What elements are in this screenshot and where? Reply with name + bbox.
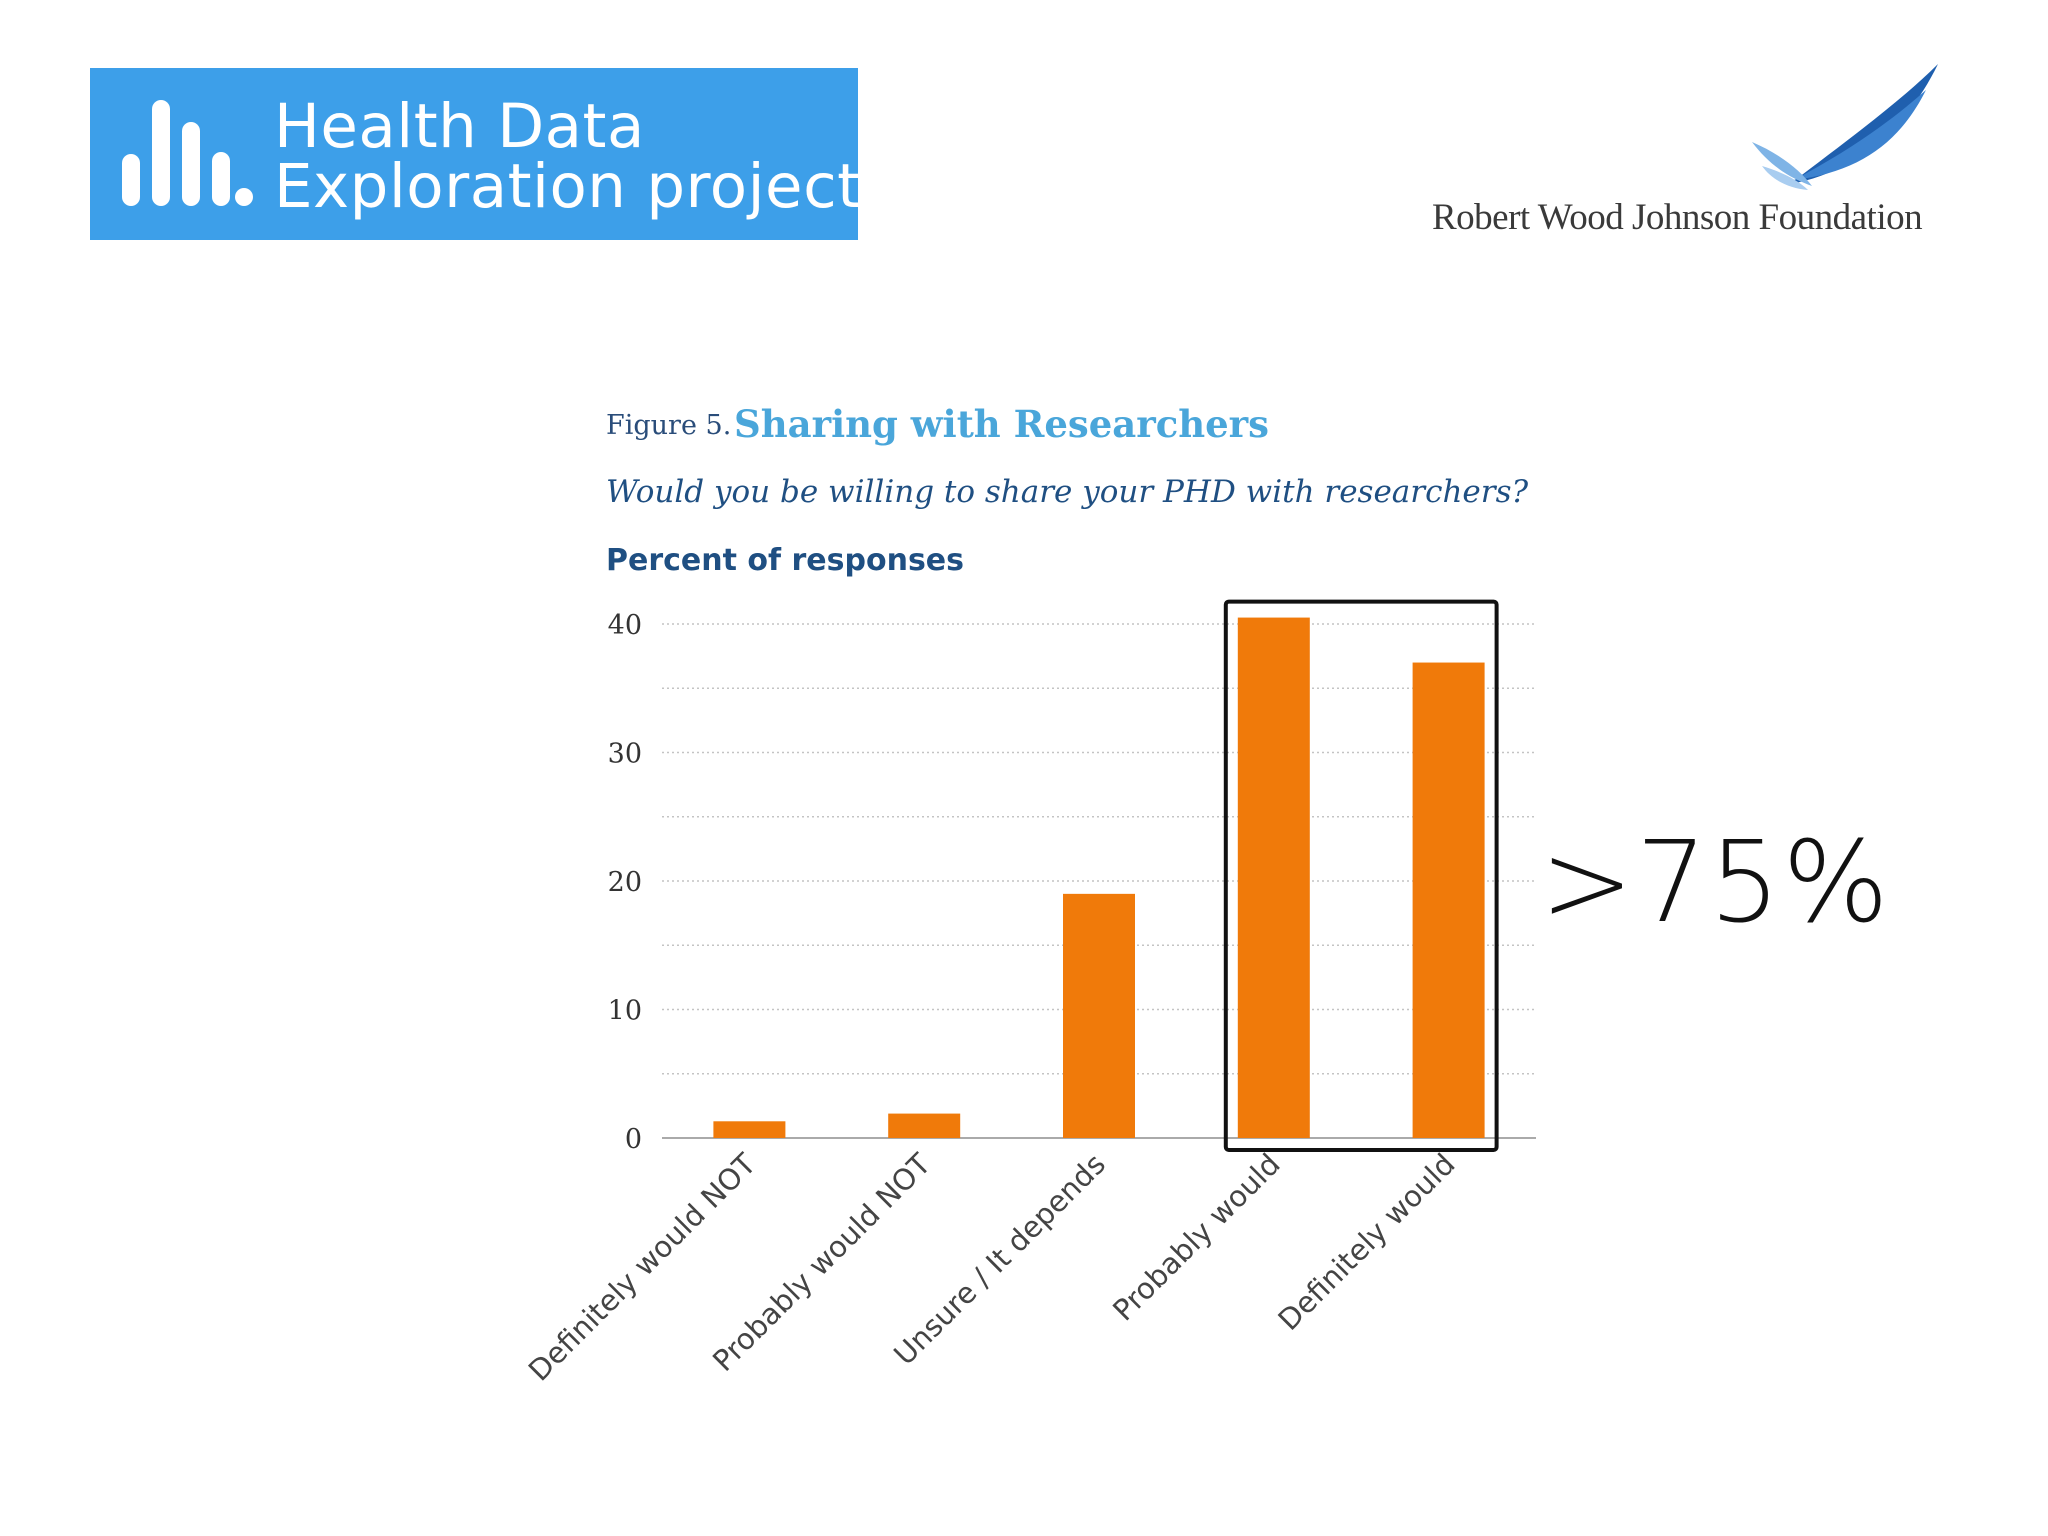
- health-data-exploration-logo: Health Data Exploration project: [90, 68, 861, 240]
- logo-title-line1: Health Data: [274, 91, 645, 162]
- figure-label: Figure 5.: [606, 410, 732, 441]
- highlight-callout: >75%: [1540, 818, 1891, 948]
- x-tick-label: Definitely would: [1271, 1147, 1461, 1337]
- x-tick-label: Probably would: [1106, 1147, 1287, 1328]
- figure-question: Would you be willing to share your PHD w…: [606, 474, 1529, 510]
- y-tick-label: 30: [608, 739, 642, 770]
- wing-logo-icon: [1752, 64, 1938, 190]
- bar: [1412, 662, 1485, 1138]
- y-tick-label: 20: [608, 867, 642, 898]
- rwjf-logo: Robert Wood Johnson Foundation: [1420, 62, 1940, 242]
- y-tick-label: 40: [608, 610, 642, 641]
- y-tick-label: 10: [608, 996, 642, 1027]
- y-tick-label: 0: [625, 1124, 642, 1155]
- bar: [1237, 617, 1310, 1138]
- bar: [1063, 893, 1135, 1138]
- rwjf-name: Robert Wood Johnson Foundation: [1432, 197, 1923, 238]
- highlight-box: [1223, 599, 1499, 1152]
- logo-title-line2: Exploration project: [274, 151, 862, 222]
- bar: [888, 1113, 961, 1138]
- y-axis-label: Percent of responses: [606, 543, 965, 578]
- figure-title: Sharing with Researchers: [734, 402, 1270, 446]
- bar-chart-logo-icon: [122, 100, 253, 206]
- bar: [713, 1121, 786, 1138]
